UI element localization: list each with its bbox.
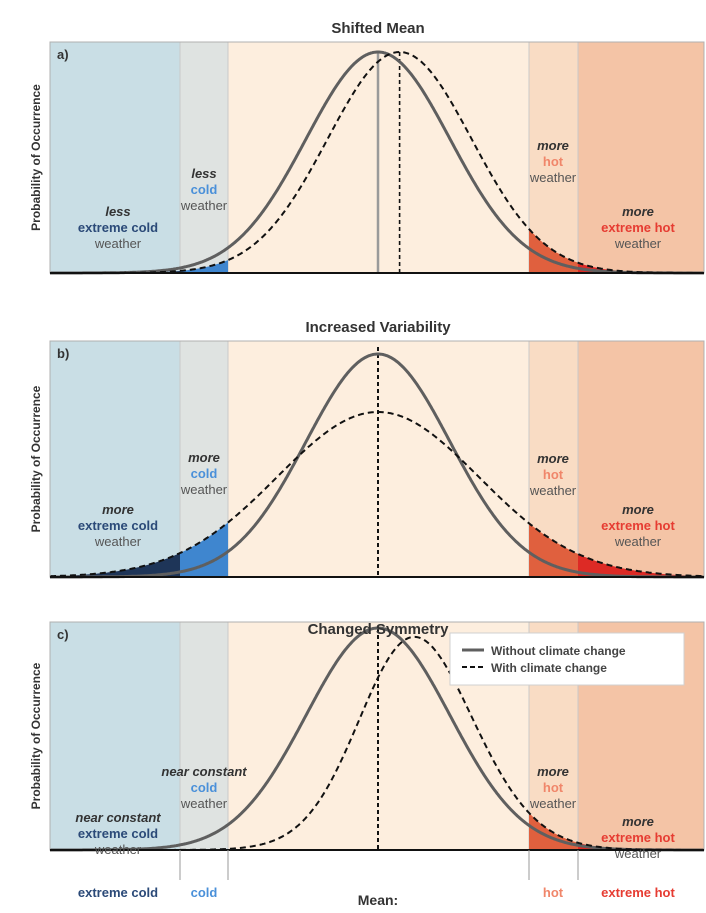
panel-title: Shifted Mean [331, 20, 424, 37]
hot-label-qualifier: more [537, 138, 569, 153]
hot-label-weather: weather [529, 170, 577, 185]
hot-label-qualifier: more [537, 451, 569, 466]
x-label-hot: hot [543, 885, 564, 900]
hot-label-weather: weather [529, 796, 577, 811]
x-axis-categories: extreme cold cold Mean: hot extreme hot [78, 850, 676, 908]
extreme-cold-label-qualifier: near constant [75, 810, 161, 825]
extreme-hot-label-category: extreme hot [601, 518, 675, 533]
cold-label-qualifier: less [191, 166, 216, 181]
extreme-hot-label-qualifier: more [622, 502, 654, 517]
extreme-cold-label-qualifier: more [102, 502, 134, 517]
cold-band [180, 622, 228, 850]
x-label-mean: Mean: [358, 892, 398, 908]
legend: Without climate change With climate chang… [450, 633, 684, 685]
panel-title: Changed Symmetry [308, 621, 450, 638]
cold-label-category: cold [191, 466, 218, 481]
hot-label-category: hot [543, 780, 564, 795]
extreme-hot-label-weather: weather [614, 236, 662, 251]
legend-with-label: With climate change [491, 661, 607, 675]
cold-label-qualifier: near constant [161, 764, 247, 779]
hot-label-qualifier: more [537, 764, 569, 779]
legend-without-label: Without climate change [491, 644, 626, 658]
extreme-cold-label-category: extreme cold [78, 826, 158, 841]
cold-label-weather: weather [180, 796, 228, 811]
cold-label-weather: weather [180, 198, 228, 213]
panel-title: Increased Variability [305, 319, 451, 336]
legend-box [450, 633, 684, 685]
extreme-hot-label-weather: weather [614, 534, 662, 549]
x-label-cold: cold [191, 885, 218, 900]
panel-letter: a) [57, 47, 69, 62]
cold-label-qualifier: more [188, 450, 220, 465]
x-label-extreme-cold: extreme cold [78, 885, 158, 900]
extreme-cold-label-category: extreme cold [78, 518, 158, 533]
extreme-cold-label-category: extreme cold [78, 220, 158, 235]
extreme-hot-label-weather: weather [614, 846, 662, 861]
hot-label-weather: weather [529, 483, 577, 498]
y-axis-label: Probability of Occurrence [29, 662, 43, 809]
x-label-extreme-hot: extreme hot [601, 885, 675, 900]
panel-letter: c) [57, 627, 69, 642]
y-axis-label: Probability of Occurrence [29, 385, 43, 532]
extreme-hot-label-category: extreme hot [601, 830, 675, 845]
extreme-cold-label-qualifier: less [105, 204, 130, 219]
y-axis-label: Probability of Occurrence [29, 84, 43, 231]
hot-label-category: hot [543, 154, 564, 169]
extreme-hot-label-qualifier: more [622, 814, 654, 829]
cold-label-category: cold [191, 182, 218, 197]
cold-band [180, 42, 228, 273]
hot-label-category: hot [543, 467, 564, 482]
cold-label-weather: weather [180, 482, 228, 497]
extreme-cold-label-weather: weather [94, 236, 142, 251]
extreme-cold-label-weather: weather [94, 534, 142, 549]
cold-label-category: cold [191, 780, 218, 795]
panel-letter: b) [57, 346, 69, 361]
extreme-hot-label-category: extreme hot [601, 220, 675, 235]
extreme-hot-label-qualifier: more [622, 204, 654, 219]
extreme-cold-label-weather: weather [94, 842, 142, 857]
